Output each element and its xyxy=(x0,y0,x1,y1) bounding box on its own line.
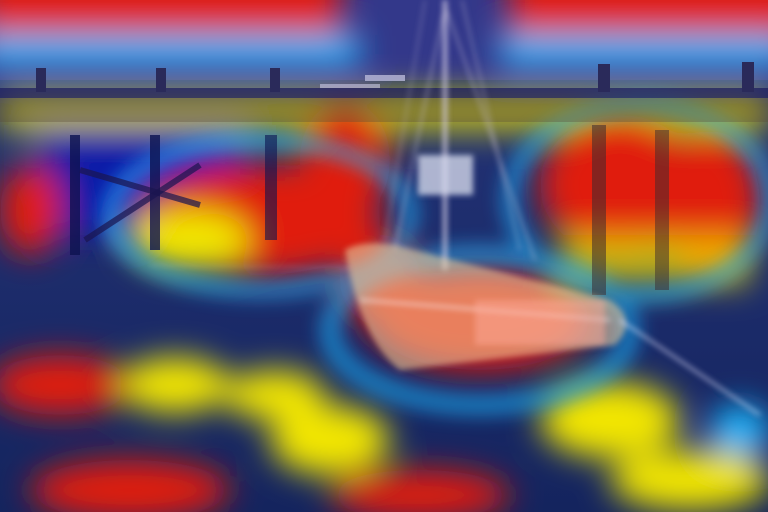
heat-blob-top-right xyxy=(510,0,768,40)
sailboat-cover xyxy=(475,300,605,345)
heat-blob-lower-left-2 xyxy=(120,357,230,413)
distant-boat-2 xyxy=(320,84,380,88)
heat-blob-bottom-right xyxy=(610,450,768,510)
pier-brace-2 xyxy=(83,162,202,243)
heat-blob-lower-center xyxy=(225,370,325,420)
heat-blob-bottom-right-cool xyxy=(710,405,768,455)
sailboat-cabin xyxy=(418,155,473,195)
pier-brace-1 xyxy=(79,167,201,208)
heat-blob-bottom-center xyxy=(330,470,510,512)
heat-blob-left-edge xyxy=(0,165,60,255)
pier-beam xyxy=(0,98,768,122)
pier-deck xyxy=(0,88,768,98)
heat-blob-top-left xyxy=(0,0,340,40)
sailboat-rigging-2 xyxy=(444,4,536,261)
mooring-line xyxy=(619,319,761,416)
pier-piling-3 xyxy=(265,135,277,240)
heat-halos xyxy=(101,96,768,416)
pier-piling-5 xyxy=(655,130,669,290)
heat-blob-top-left-cool xyxy=(0,35,360,65)
heat-blob-lower-left xyxy=(0,355,130,415)
heat-blob-lower-center-2 xyxy=(270,405,390,475)
sailboat-rigging-4 xyxy=(384,0,426,241)
pier-post-4 xyxy=(598,64,610,92)
pier-post-2 xyxy=(156,68,166,92)
pier-post-5 xyxy=(742,62,754,92)
pier-structure xyxy=(0,62,768,295)
pier-post-3 xyxy=(270,68,280,92)
heat-blob-bottom-left xyxy=(30,460,230,512)
distant-boat xyxy=(365,75,405,81)
mooring-line-left xyxy=(149,264,351,269)
pier-post-1 xyxy=(36,68,46,92)
sailboat xyxy=(149,0,761,416)
heat-blob-lower-right xyxy=(540,382,680,458)
heat-blob-top-right-cool xyxy=(500,35,768,65)
pier-piling-1 xyxy=(70,135,80,255)
sailboat-rigging-1 xyxy=(394,4,446,251)
heat-halo-boat xyxy=(319,244,641,416)
heat-halo-right xyxy=(501,96,768,304)
heat-halo-pier xyxy=(101,131,419,299)
sailboat-rigging-3 xyxy=(461,0,521,251)
pier-piling-4 xyxy=(592,125,606,295)
